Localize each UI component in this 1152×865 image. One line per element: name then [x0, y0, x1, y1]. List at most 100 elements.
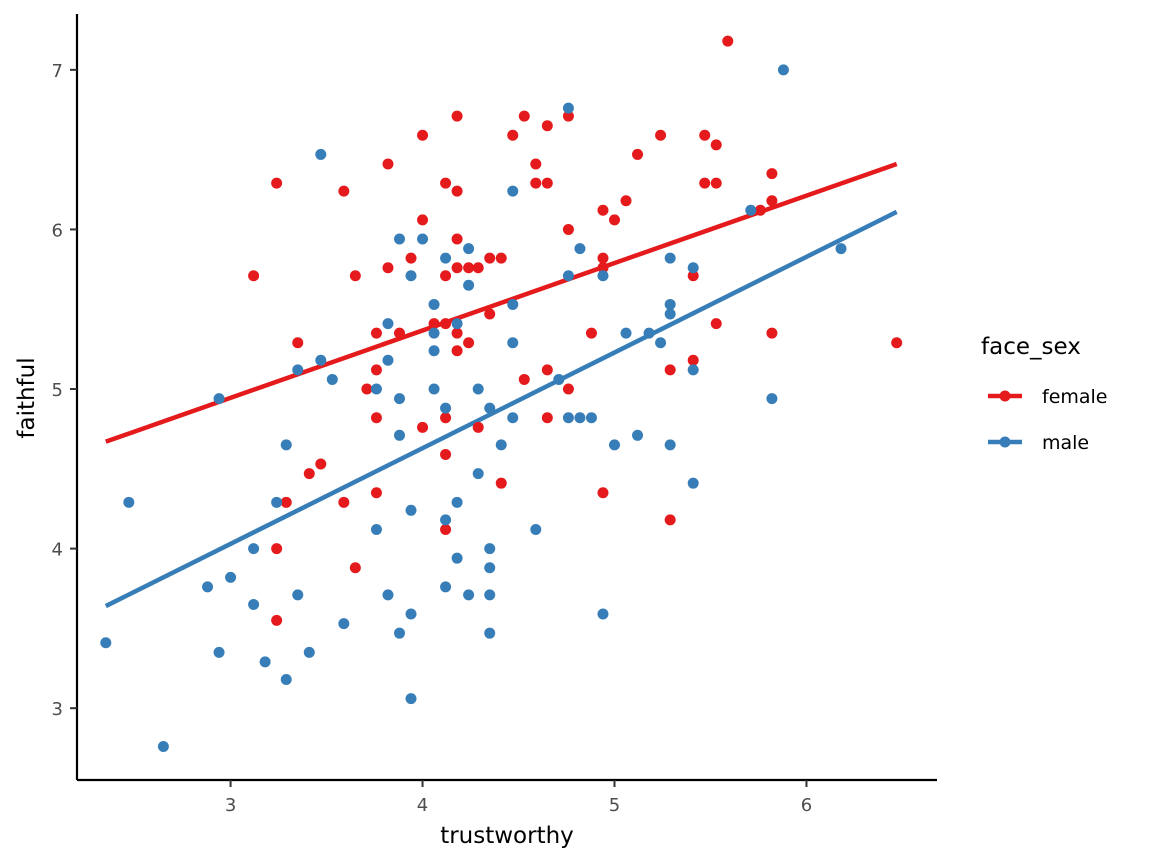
data-point-male: [507, 337, 519, 349]
data-point-male: [202, 581, 214, 593]
data-point-female: [664, 364, 676, 376]
data-point-female: [451, 327, 463, 339]
data-point-female: [507, 129, 519, 141]
data-point-male: [338, 618, 350, 630]
data-point-male: [530, 523, 542, 535]
data-point-male: [292, 364, 304, 376]
data-point-female: [710, 177, 722, 189]
legend-title: face_sex: [981, 334, 1081, 360]
data-point-female: [699, 129, 711, 141]
data-point-female: [495, 252, 507, 264]
data-point-female: [370, 487, 382, 499]
y-tick-label: 3: [52, 699, 63, 720]
data-point-female: [292, 337, 304, 349]
data-point-female: [518, 110, 530, 122]
data-point-male: [664, 298, 676, 310]
data-point-male: [777, 64, 789, 76]
data-point-female: [417, 214, 429, 226]
data-point-male: [248, 543, 260, 555]
data-point-female: [440, 523, 452, 535]
data-point-female: [440, 448, 452, 460]
data-point-male: [370, 523, 382, 535]
data-point-female: [271, 543, 283, 555]
data-point-female: [394, 327, 405, 339]
data-point-male: [292, 589, 304, 601]
data-point-female: [382, 262, 394, 274]
data-point-male: [495, 439, 507, 451]
data-point-male: [280, 673, 292, 685]
data-point-male: [382, 589, 394, 601]
data-point-male: [632, 429, 644, 441]
legend-item-female: female: [988, 386, 1108, 408]
x-tick-label: 4: [417, 795, 428, 816]
data-point-male: [440, 581, 452, 593]
y-tick-label: 5: [52, 380, 63, 401]
data-point-male: [643, 327, 655, 339]
data-point-male: [394, 429, 405, 441]
data-point-female: [451, 185, 463, 197]
data-point-female: [440, 318, 452, 330]
data-point-female: [541, 177, 553, 189]
data-point-male: [405, 608, 417, 620]
data-point-female: [562, 223, 574, 235]
x-tick-label: 6: [801, 795, 812, 816]
data-point-male: [303, 646, 315, 658]
data-point-female: [349, 562, 361, 574]
data-point-male: [382, 354, 394, 366]
data-point-male: [553, 373, 565, 385]
data-point-male: [213, 646, 225, 658]
data-point-female: [405, 252, 417, 264]
data-point-female: [417, 129, 429, 141]
data-point-female: [891, 337, 903, 349]
data-point-male: [225, 571, 237, 583]
data-point-female: [338, 496, 350, 508]
data-point-male: [562, 102, 574, 114]
data-point-female: [440, 177, 452, 189]
data-point-female: [754, 204, 766, 216]
data-point-female: [338, 185, 350, 197]
y-tick-label: 4: [52, 540, 63, 561]
legend-point-female: [999, 390, 1011, 402]
data-point-female: [620, 195, 632, 207]
data-point-female: [664, 514, 676, 526]
data-point-male: [440, 514, 452, 526]
data-point-female: [541, 120, 553, 132]
data-point-male: [574, 412, 586, 424]
data-point-male: [394, 233, 405, 245]
data-point-female: [484, 308, 496, 320]
data-points: [100, 35, 903, 752]
legend-keys: female male: [988, 386, 1108, 454]
data-point-male: [315, 148, 327, 160]
data-point-male: [687, 262, 699, 274]
data-point-male: [405, 693, 417, 705]
data-point-female: [766, 327, 778, 339]
data-point-male: [213, 393, 225, 405]
data-point-female: [463, 337, 475, 349]
data-point-female: [597, 252, 609, 264]
x-axis-title: trustworthy: [440, 823, 574, 849]
data-point-male: [428, 298, 440, 310]
y-axis-title: faithful: [14, 357, 40, 438]
data-point-male: [766, 393, 778, 405]
data-point-female: [417, 421, 429, 433]
data-point-female: [428, 318, 440, 330]
data-point-female: [710, 139, 722, 151]
data-point-female: [349, 270, 361, 282]
data-point-female: [463, 262, 475, 274]
y-tick-label: 7: [52, 61, 63, 82]
data-point-female: [484, 252, 496, 264]
data-point-male: [463, 589, 475, 601]
data-point-male: [394, 393, 405, 405]
data-point-male: [259, 656, 271, 668]
data-point-female: [655, 129, 667, 141]
data-point-male: [440, 252, 452, 264]
data-point-female: [271, 177, 283, 189]
data-point-female: [766, 195, 778, 207]
data-point-male: [562, 270, 574, 282]
data-point-male: [585, 412, 597, 424]
data-point-female: [597, 487, 609, 499]
data-point-male: [123, 496, 135, 508]
data-point-male: [100, 637, 112, 649]
data-point-female: [562, 383, 574, 395]
data-point-female: [472, 262, 484, 274]
